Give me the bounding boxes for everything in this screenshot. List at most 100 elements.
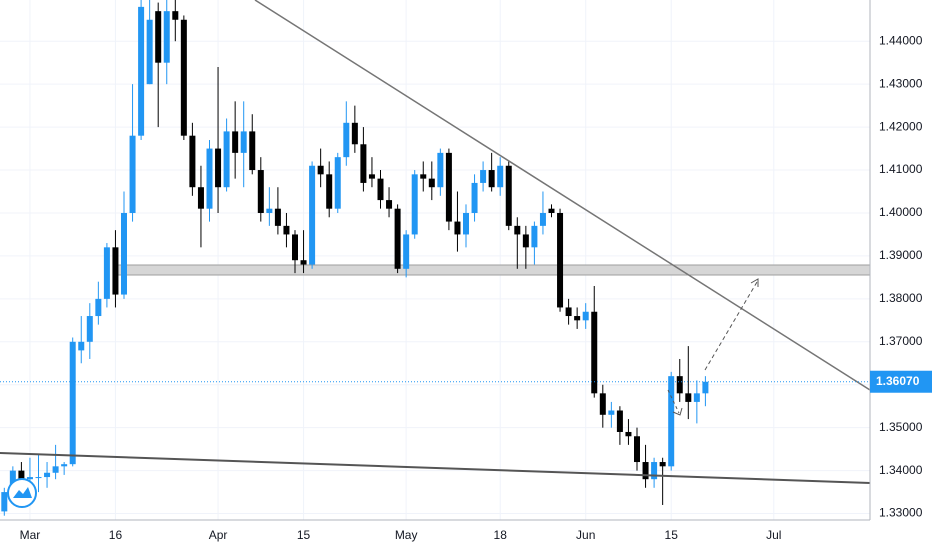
candle-body: [206, 148, 213, 209]
candle-body: [693, 393, 700, 402]
candle-body: [582, 311, 589, 321]
y-tick-label: 1.37000: [879, 334, 923, 348]
candle-body: [69, 341, 76, 465]
candle-body: [420, 174, 427, 179]
candle-body: [616, 410, 623, 432]
last-price-box: [870, 370, 932, 393]
candle-body: [386, 200, 393, 209]
y-tick-label: 1.43000: [879, 76, 923, 90]
candle-body: [497, 165, 504, 188]
candle-body: [292, 234, 298, 261]
candle-body: [155, 11, 162, 63]
candle-body: [488, 170, 495, 188]
candle-body: [463, 212, 469, 235]
candle-body: [189, 135, 196, 188]
candle-body: [172, 11, 179, 20]
y-tick-label: 1.35000: [879, 420, 923, 434]
candle-body: [274, 208, 281, 226]
candle-body: [121, 212, 127, 295]
x-tick-label: 15: [665, 528, 679, 542]
candle-body: [309, 165, 316, 265]
candle-body: [685, 393, 692, 402]
logo: [7, 478, 37, 508]
candle-body: [283, 225, 290, 235]
candle-body: [548, 208, 555, 213]
candle-body: [95, 298, 102, 317]
axes: 1.330001.340001.350001.360001.370001.380…: [20, 33, 923, 542]
candle-body: [138, 6, 145, 136]
candle-body: [557, 212, 564, 308]
candle-body: [52, 466, 59, 473]
candle-body: [676, 376, 683, 394]
candle-body: [471, 182, 478, 213]
candle-body: [180, 19, 187, 136]
candle-body: [659, 462, 666, 467]
candle-body: [163, 11, 170, 63]
candle-body: [197, 187, 204, 209]
x-tick-label: Apr: [209, 528, 228, 542]
x-tick-label: Jul: [766, 528, 781, 542]
y-tick-label: 1.34000: [879, 463, 923, 477]
candle-body: [514, 225, 521, 235]
candle-body: [642, 462, 649, 480]
candle-body: [437, 152, 444, 188]
pullback-arrow: [667, 389, 680, 414]
candle-body: [608, 410, 615, 415]
candle-body: [651, 462, 658, 480]
candle-body: [1, 492, 8, 512]
candle-body: [394, 208, 401, 269]
candle-body: [232, 131, 239, 153]
x-tick-label: 16: [109, 528, 123, 542]
candle-body: [411, 174, 418, 235]
candle-body: [377, 178, 384, 201]
arrow-head: [750, 278, 759, 287]
y-tick-label: 1.44000: [879, 33, 923, 47]
candle-body: [240, 131, 247, 153]
candle-body: [146, 19, 153, 85]
trendline-lower: [0, 452, 871, 484]
y-tick-label: 1.40000: [879, 205, 923, 219]
candle-body: [326, 174, 333, 209]
candle-body: [574, 316, 581, 321]
candle-body: [78, 341, 85, 351]
candle-body: [428, 178, 435, 188]
candle-body: [351, 122, 358, 145]
candle-body: [522, 234, 529, 248]
candle-body: [18, 470, 25, 480]
y-tick-label: 1.42000: [879, 119, 923, 133]
trendline-upper: [254, 0, 871, 391]
x-tick-label: May: [395, 528, 418, 542]
candle-body: [223, 131, 230, 188]
candle-body: [129, 135, 136, 213]
candle-body: [86, 316, 93, 342]
candle-body: [368, 174, 375, 179]
candle-body: [343, 122, 350, 158]
y-tick-label: 1.38000: [879, 291, 923, 305]
candle-body: [35, 477, 42, 479]
candle-body: [112, 247, 119, 295]
y-tick-label: 1.33000: [879, 506, 923, 520]
candle-body: [591, 311, 598, 394]
candle-body: [480, 170, 487, 183]
candle-body: [266, 208, 273, 213]
x-tick-label: 15: [297, 528, 311, 542]
candle-body: [599, 393, 606, 415]
candle-body: [257, 170, 264, 213]
candle-body: [668, 376, 675, 467]
candle-body: [300, 260, 307, 265]
candle-body: [634, 436, 640, 463]
candle-body: [539, 212, 546, 226]
candle-body: [360, 144, 367, 183]
candle-body: [505, 165, 512, 226]
arrow-head: [672, 407, 683, 416]
candle-body: [565, 307, 572, 317]
candle-body: [26, 477, 33, 480]
support-zone: [114, 264, 871, 276]
candle-body: [625, 431, 632, 437]
candle-body: [702, 381, 709, 394]
candle-body: [445, 152, 452, 222]
candle-body: [44, 472, 51, 478]
candle-body: [317, 165, 324, 175]
